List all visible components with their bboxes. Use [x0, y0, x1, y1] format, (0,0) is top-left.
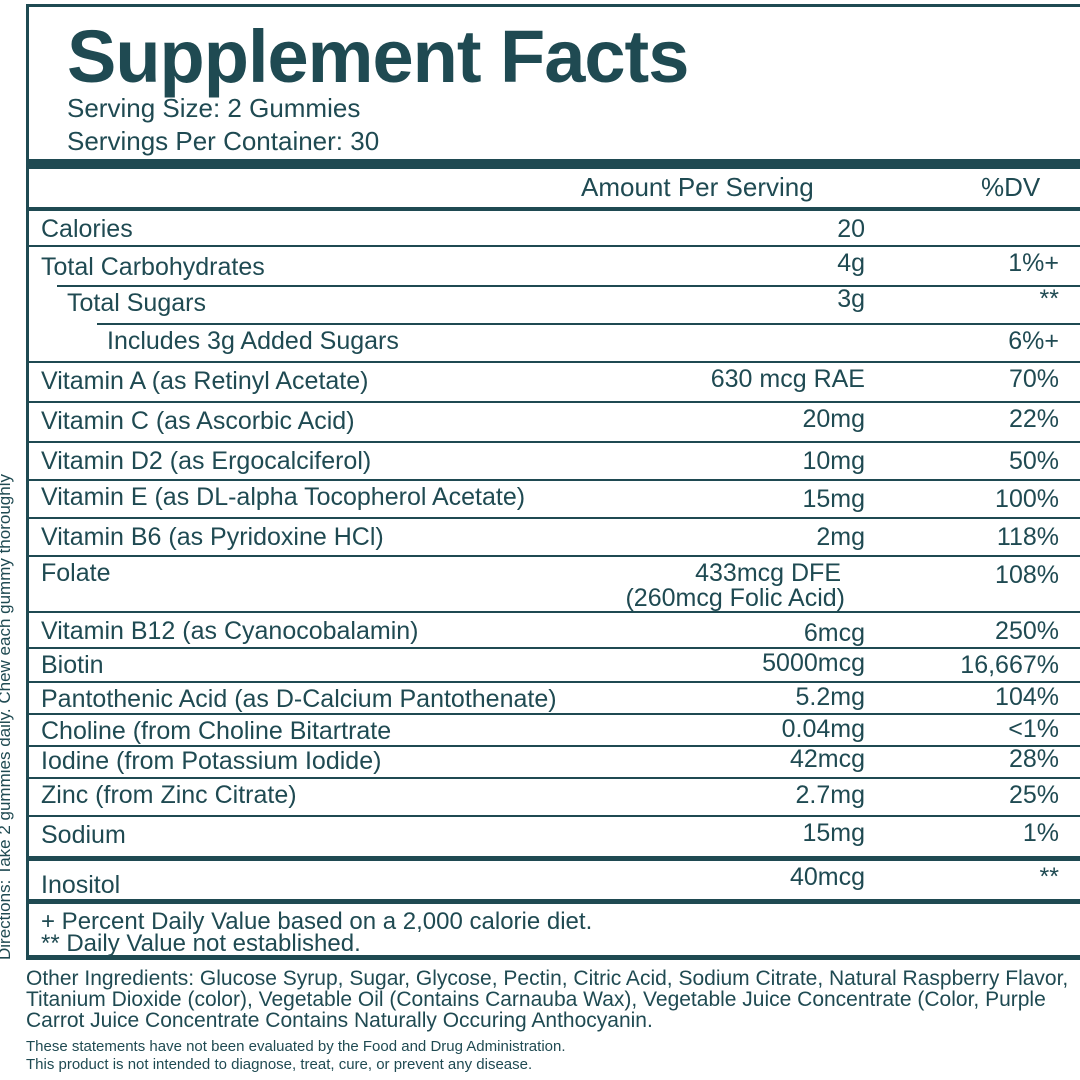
nutrient-amount: 433mcg DFE: [695, 559, 841, 587]
nutrient-amount: 6mcg: [803, 619, 865, 647]
nutrient-dv: 6%+: [1008, 327, 1059, 355]
nutrient-name: Zinc (from Zinc Citrate): [41, 781, 297, 809]
thick-divider: [29, 856, 1080, 861]
nutrient-dv: **: [1039, 863, 1059, 891]
footnote-dv-not-established: ** Daily Value not established.: [41, 930, 361, 957]
nutrient-dv: 1%: [1022, 819, 1059, 847]
row-divider: [29, 441, 1080, 443]
nutrient-amount: 3g: [837, 285, 865, 313]
serving-size: Serving Size: 2 Gummies: [67, 93, 361, 123]
disclaimer-line-2: This product is not intended to diagnose…: [26, 1056, 533, 1073]
nutrient-amount: 2mg: [816, 523, 865, 551]
row-divider: [29, 647, 1080, 649]
row-divider: [29, 361, 1080, 363]
nutrient-name: Vitamin A (as Retinyl Acetate): [41, 367, 369, 395]
nutrient-amount: 630 mcg RAE: [710, 365, 865, 393]
row-divider: [29, 555, 1080, 557]
nutrient-dv: **: [1039, 285, 1059, 313]
nutrient-name: Total Sugars: [67, 289, 206, 317]
nutrient-amount: 15mg: [802, 819, 865, 847]
row-divider: [29, 713, 1080, 715]
nutrient-name: Sodium: [41, 821, 126, 849]
other-ingredients: Other Ingredients: Glucose Syrup, Sugar,…: [26, 967, 1069, 1032]
nutrient-amount: 42mcg: [789, 745, 865, 773]
footnote-percent-dv: + Percent Daily Value based on a 2,000 c…: [41, 908, 593, 935]
row-divider: [29, 611, 1080, 613]
disclaimer-line-1: These statements have not been evaluated…: [26, 1038, 566, 1055]
panel-title: Supplement Facts: [67, 15, 689, 98]
nutrient-name: Pantothenic Acid (as D-Calcium Pantothen…: [41, 685, 557, 713]
nutrient-name: Choline (from Choline Bitartrate: [41, 717, 392, 745]
nutrient-amount: 15mg: [802, 485, 865, 513]
nutrient-amount: 5000mcg: [762, 649, 865, 677]
header-divider: [29, 207, 1080, 211]
nutrient-amount: 40mcg: [789, 863, 865, 891]
nutrient-name: Vitamin B6 (as Pyridoxine HCl): [41, 523, 384, 551]
nutrient-name: Folate: [41, 559, 111, 587]
nutrient-dv: 22%: [1008, 405, 1059, 433]
nutrient-amount: 20mg: [802, 405, 865, 433]
nutrient-amount: 5.2mg: [795, 683, 865, 711]
amount-per-serving-header: Amount Per Serving: [581, 172, 814, 202]
servings-per-container: Servings Per Container: 30: [67, 126, 380, 156]
nutrient-amount: 4g: [837, 249, 865, 277]
nutrient-amount-detail: (260mcg Folic Acid): [625, 584, 845, 612]
row-divider: [57, 285, 1080, 287]
nutrient-dv: 28%: [1008, 745, 1059, 773]
row-divider: [29, 777, 1080, 779]
supplement-facts-panel: Supplement Facts Serving Size: 2 Gummies…: [26, 4, 1080, 959]
nutrient-amount: 10mg: [802, 447, 865, 475]
nutrient-name: Biotin: [41, 651, 104, 679]
nutrient-name: Vitamin E (as DL-alpha Tocopherol Acetat…: [41, 483, 526, 511]
thick-divider: [29, 899, 1080, 904]
nutrient-dv: 118%: [996, 523, 1059, 551]
nutrient-name: Total Carbohydrates: [41, 253, 265, 281]
nutrient-dv: 108%: [995, 561, 1059, 589]
nutrient-dv: 250%: [995, 617, 1059, 645]
nutrient-name: Vitamin D2 (as Ergocalciferol): [41, 447, 372, 475]
nutrient-dv: 100%: [995, 485, 1059, 513]
thick-divider: [29, 159, 1080, 169]
nutrient-name: Vitamin C (as Ascorbic Acid): [41, 407, 355, 435]
row-divider: [29, 245, 1080, 247]
nutrient-dv: 50%: [1008, 447, 1059, 475]
row-divider: [97, 323, 1080, 325]
nutrient-name: Calories: [41, 215, 133, 243]
nutrient-dv: 104%: [995, 683, 1059, 711]
nutrient-name: Inositol: [41, 871, 121, 899]
nutrient-amount: 20: [837, 215, 865, 243]
row-divider: [29, 681, 1080, 683]
row-divider: [29, 401, 1080, 403]
dv-header: %DV: [981, 172, 1041, 202]
nutrient-name: Includes 3g Added Sugars: [107, 327, 399, 355]
directions-text: Directions: Take 2 gummies daily. Chew e…: [0, 474, 14, 960]
nutrient-dv: 1%+: [1008, 249, 1059, 277]
nutrient-dv: 16,667%: [960, 651, 1059, 679]
nutrient-amount: 2.7mg: [795, 781, 865, 809]
nutrient-name: Iodine (from Potassium Iodide): [41, 747, 382, 775]
row-divider: [29, 745, 1080, 747]
nutrient-dv: 70%: [1008, 365, 1059, 393]
nutrient-name: Vitamin B12 (as Cyanocobalamin): [41, 617, 419, 645]
row-divider: [29, 815, 1080, 817]
row-divider: [29, 517, 1080, 519]
nutrient-dv: 25%: [1008, 781, 1059, 809]
row-divider: [29, 479, 1080, 481]
panel-bottom-border: [26, 955, 1080, 960]
nutrient-dv: <1%: [1008, 715, 1059, 743]
nutrient-amount: 0.04mg: [781, 715, 865, 743]
